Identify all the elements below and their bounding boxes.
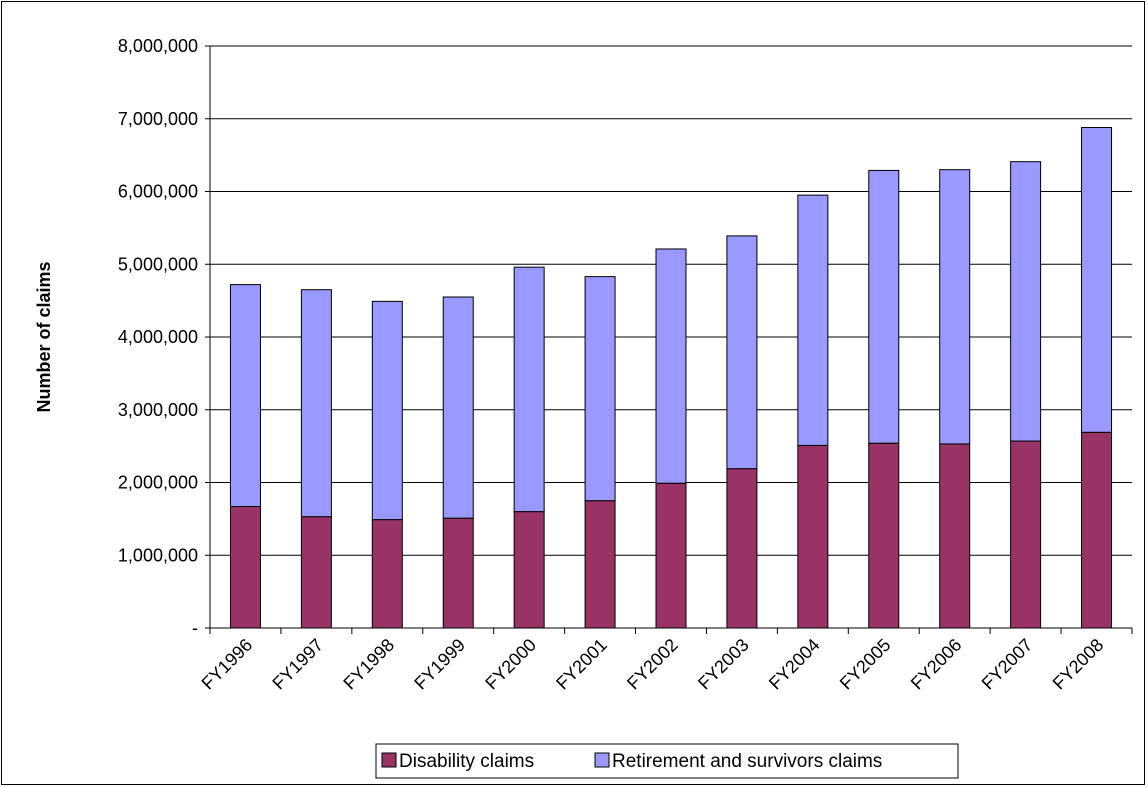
y-tick-label: 6,000,000	[118, 182, 198, 202]
y-tick-label: 3,000,000	[118, 400, 198, 420]
x-tick-label: FY1996	[198, 635, 257, 694]
x-tick-label: FY1998	[339, 635, 398, 694]
x-tick-label: FY2006	[907, 635, 966, 694]
bar-retirement	[584, 276, 616, 502]
legend-swatch-disability	[381, 752, 397, 768]
y-axis-title: Number of claims	[34, 261, 54, 412]
bar-retirement	[655, 248, 687, 484]
bar-disability	[442, 517, 474, 629]
x-ticks: FY1996 FY1997 FY1998 FY1999 FY2000 FY2001 FY20…	[198, 628, 1133, 694]
bar-retirement	[229, 284, 261, 508]
bar-retirement	[939, 169, 971, 445]
x-tick-label: FY1999	[410, 635, 469, 694]
y-tick-label: 4,000,000	[118, 327, 198, 347]
x-tick-label: FY2008	[1049, 635, 1108, 694]
bar-disability	[229, 506, 261, 629]
y-tick-label: 8,000,000	[118, 36, 198, 56]
bar-retirement	[513, 266, 545, 513]
bar-retirement	[868, 169, 900, 444]
y-tick-label: 7,000,000	[118, 109, 198, 129]
bar-disability	[513, 511, 545, 629]
bar-disability	[584, 500, 616, 629]
bars	[229, 126, 1113, 629]
bar-disability	[939, 443, 971, 629]
bar-disability	[726, 468, 758, 629]
legend-swatch-retirement	[594, 752, 610, 768]
x-tick-label: FY2000	[481, 635, 540, 694]
y-tick-label: -	[192, 618, 198, 638]
bar-retirement	[300, 289, 332, 518]
bar-disability	[868, 442, 900, 629]
gridlines	[210, 45, 1132, 556]
x-tick-label: FY2001	[552, 635, 611, 694]
y-tick-label: 2,000,000	[118, 473, 198, 493]
x-tick-label: FY2003	[694, 635, 753, 694]
y-tick-label: 5,000,000	[118, 254, 198, 274]
bar-disability	[300, 516, 332, 629]
legend-label-retirement: Retirement and survivors claims	[612, 751, 882, 772]
bar-retirement	[1081, 126, 1113, 433]
bar-retirement	[371, 300, 403, 521]
bar-retirement	[726, 235, 758, 470]
legend: Disability claims Retirement and survivo…	[375, 743, 959, 779]
bar-disability	[1010, 440, 1042, 629]
bar-disability	[1081, 431, 1113, 629]
bar-retirement	[1010, 161, 1042, 442]
y-ticks: - 1,000,000 2,000,000 3,000,000 4,000,000 5,0…	[118, 36, 210, 638]
x-tick-label: FY2004	[765, 635, 824, 694]
y-tick-label: 1,000,000	[118, 545, 198, 565]
bar-disability	[655, 482, 687, 629]
bar-disability	[371, 519, 403, 629]
x-tick-label: FY2007	[978, 635, 1037, 694]
legend-label-disability: Disability claims	[399, 751, 534, 772]
bar-retirement	[442, 296, 474, 519]
x-tick-label: FY1997	[268, 635, 327, 694]
bar-disability	[797, 444, 829, 629]
legend-box	[375, 743, 959, 779]
x-tick-label: FY2002	[623, 635, 682, 694]
x-tick-label: FY2005	[836, 635, 895, 694]
bar-retirement	[797, 194, 829, 446]
